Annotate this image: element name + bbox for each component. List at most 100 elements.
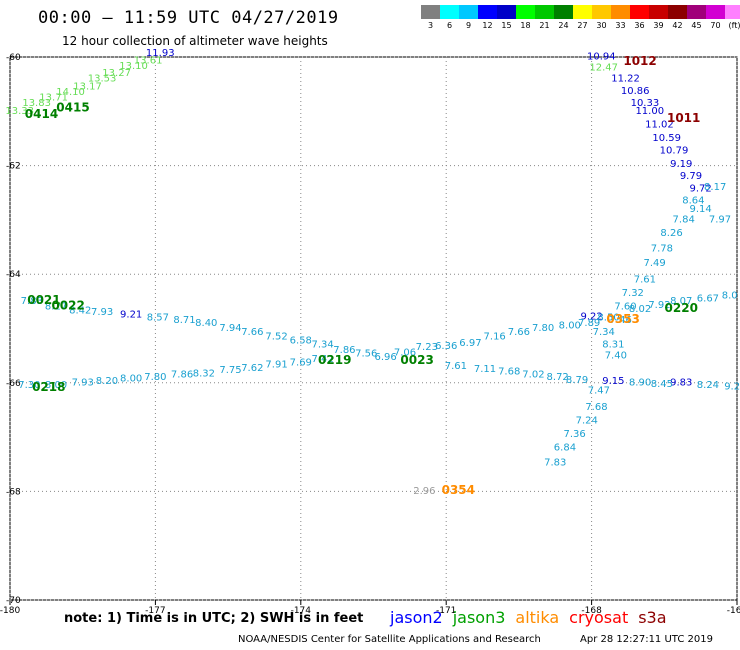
data-point-label: 10.79 (660, 146, 689, 157)
legend-tick-label: 27 (577, 21, 588, 30)
data-point-label: 7.02 (522, 369, 544, 380)
data-point-label: 7.97 (709, 215, 731, 226)
data-point-label: 8.02 (629, 304, 651, 315)
legend-tick-label: 42 (672, 21, 683, 30)
x-tick-label: -180 (0, 606, 20, 616)
data-point-label: 6.96 (374, 352, 396, 363)
x-tick-label: -174 (291, 606, 312, 616)
data-point-label: 7.40 (605, 350, 627, 361)
data-point-label: 7.86 (171, 369, 193, 380)
legend-tick-label: 45 (691, 21, 702, 30)
legend-tick-label: 36 (634, 21, 645, 30)
legend-swatch (706, 5, 725, 19)
data-point-label: 6.84 (554, 443, 576, 454)
legend-tick-label: 70 (710, 21, 721, 30)
data-point-label: 12.47 (589, 63, 618, 74)
data-point-label: 8.64 (682, 196, 704, 207)
data-point-label: 7.83 (544, 457, 566, 468)
data-point-label: 8.40 (195, 318, 217, 329)
data-point-label: 7.32 (622, 288, 644, 299)
data-point-label: 7.86 (333, 345, 355, 356)
data-point-label: 7.61 (634, 274, 656, 285)
data-point-label: 10.59 (652, 133, 681, 144)
legend-swatch (554, 5, 573, 19)
data-point-label: 7.68 (498, 367, 520, 378)
y-tick-label: -60 (6, 53, 21, 63)
color-legend-bar (421, 5, 740, 19)
data-point-label: 7.69 (290, 357, 312, 368)
data-point-label: 7.16 (484, 331, 506, 342)
data-point-label: 7.62 (241, 363, 263, 374)
data-point-label: 7.52 (265, 331, 287, 342)
legend-swatch (649, 5, 668, 19)
satellite-label-s3a: s3a (638, 608, 667, 627)
data-point-label: 8.26 (660, 228, 682, 239)
legend-tick-label: 9 (465, 21, 472, 30)
legend-tick-label: 12 (482, 21, 493, 30)
data-point-label: 7.94 (219, 323, 241, 334)
legend-swatch (668, 5, 687, 19)
data-point-label: 9.83 (670, 378, 692, 389)
legend-tick-label: 18 (520, 21, 531, 30)
x-tick-label: -165 (727, 606, 740, 616)
legend-tick-label: 30 (596, 21, 607, 30)
y-tick-label: -64 (6, 270, 21, 280)
data-point-label: 11.02 (645, 120, 674, 131)
data-point-label: 7.75 (219, 365, 241, 376)
data-point-label: 11.00 (635, 106, 664, 117)
data-point-label: 13.71 (39, 92, 68, 103)
data-point-label: 13.27 (102, 68, 131, 79)
data-point-label: 8.32 (193, 368, 215, 379)
legend-swatch (478, 5, 497, 19)
pass-time-label: 0414 (25, 107, 58, 121)
legend-tick-label: 15 (501, 21, 512, 30)
legend-swatch (497, 5, 516, 19)
data-point-label: 8.72 (547, 372, 569, 383)
data-point-label: 7.46 (610, 315, 632, 326)
color-legend-ticks: 3 6 9 12 15 18 21 24 27 30 33 36 39 42 45 70 (ft) (421, 21, 740, 33)
legend-swatch (459, 5, 478, 19)
y-tick-label: -66 (6, 379, 21, 389)
legend-swatch (725, 5, 740, 19)
data-point-label: 10.33 (631, 98, 660, 109)
data-point-label: 9.19 (670, 159, 692, 170)
satellite-legend: jason2 jason3 altika cryosat s3a (390, 608, 667, 627)
data-point-label: 13.83 (22, 98, 51, 109)
data-point-label: 7.61 (445, 361, 467, 372)
data-point-label: 8.71 (173, 315, 195, 326)
footer-note: note: 1) Time is in UTC; 2) SWH is in fe… (64, 611, 364, 626)
chart-subtitle: 12 hour collection of altimeter wave hei… (62, 34, 328, 48)
data-point-label: 13.10 (119, 61, 148, 72)
plot-frame (9, 56, 738, 601)
data-point-label: 7.34 (311, 340, 333, 351)
data-point-label: 7.84 (673, 215, 695, 226)
pass-time-label: 0415 (56, 100, 89, 114)
data-point-label: 9.72 (690, 184, 712, 195)
y-tick-label: -68 (6, 487, 21, 497)
legend-swatch (421, 5, 440, 19)
data-point-label: 7.30 (18, 380, 40, 391)
data-point-label: 9.14 (690, 204, 712, 215)
pass-time-label: 0022 (51, 298, 84, 312)
data-point-label: 7.06 (394, 348, 416, 359)
legend-tick-label: 33 (615, 21, 626, 30)
data-point-label: 7.23 (416, 342, 438, 353)
data-point-label: 7.93 (91, 307, 113, 318)
data-point-label: 7.56 (355, 349, 377, 360)
pass-time-label: 0023 (400, 353, 433, 367)
pass-time-label: 1012 (623, 54, 656, 68)
data-point-label: 8.42 (69, 305, 91, 316)
footer-credit: NOAA/NESDIS Center for Satellite Applica… (238, 634, 541, 645)
legend-tick-label: 24 (558, 21, 569, 30)
satellite-label-jason3: jason3 (452, 608, 506, 627)
data-point-label: 13.53 (88, 73, 117, 84)
data-point-label: 9.21 (120, 310, 142, 321)
data-point-label: 7.34 (593, 327, 615, 338)
data-point-label: 8.24 (697, 380, 719, 391)
data-point-label: 6.58 (290, 336, 312, 347)
data-point-label: 11.22 (611, 73, 640, 84)
legend-swatch (573, 5, 592, 19)
y-tick-label: -70 (6, 596, 21, 606)
data-point-label: 7.68 (585, 402, 607, 413)
